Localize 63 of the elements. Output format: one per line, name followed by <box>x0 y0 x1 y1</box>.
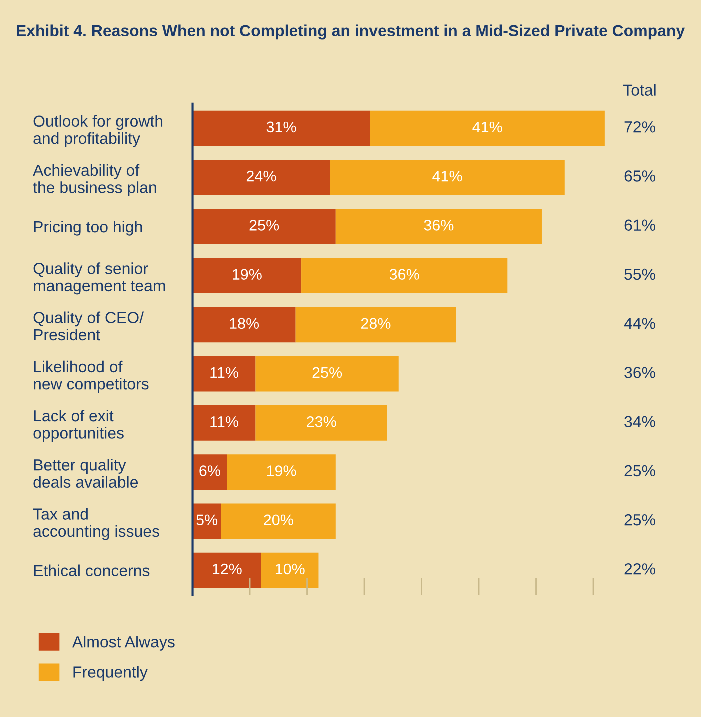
y-tick-label: Pricing too high <box>34 220 142 236</box>
y-tick-label: Tax and accounting issues <box>33 508 160 540</box>
bar <box>302 258 508 294</box>
data-label: 36% <box>390 269 420 280</box>
bar <box>192 209 336 244</box>
text: Total <box>623 84 656 96</box>
bar <box>192 110 370 146</box>
y-tick-label: Better quality deals available <box>34 459 138 488</box>
bar <box>261 552 319 588</box>
data-label: 18% <box>230 318 260 330</box>
data-label: 25% <box>250 220 280 231</box>
bar <box>296 307 456 343</box>
text: 25% <box>624 465 656 477</box>
bar <box>192 356 256 392</box>
bar <box>192 454 228 490</box>
data-label: 23% <box>307 416 336 428</box>
legend-label: Almost Always <box>72 636 175 651</box>
data-label: 41% <box>432 170 462 182</box>
bar <box>221 504 336 540</box>
data-label: 11% <box>210 367 238 378</box>
text: 44% <box>624 318 656 330</box>
bar <box>192 258 302 294</box>
bar <box>192 307 296 343</box>
y-tick-label: Lack of exit opportunities <box>34 410 124 442</box>
y-tick-label: Ethical concerns <box>34 564 150 576</box>
bar <box>256 356 399 392</box>
data-label: 11% <box>210 416 238 428</box>
text: 22% <box>624 564 656 575</box>
text: 25% <box>624 514 656 526</box>
bar <box>227 454 336 490</box>
data-label: 28% <box>361 318 391 330</box>
y-tick-label: Likelihood of new competitors <box>34 360 149 393</box>
bar <box>192 552 262 588</box>
data-label: 6% <box>200 466 220 476</box>
text: 34% <box>624 416 656 428</box>
data-label: 31% <box>266 122 296 133</box>
data-label: 12% <box>213 564 242 575</box>
y-tick-label: Quality of senior management team <box>34 262 166 295</box>
y-tick-label: Achievability of the business plan <box>33 164 156 196</box>
data-label: 24% <box>246 170 276 182</box>
data-label: 19% <box>233 269 262 280</box>
data-label: 20% <box>264 514 294 526</box>
bar <box>192 406 256 441</box>
y-tick-label: Quality of CEO/ President <box>34 312 144 341</box>
legend-label: Frequently <box>74 666 148 682</box>
chart-title: Exhibit 4. Reasons When not Completing an investment in a Mid-Sized Private Company <box>17 24 686 40</box>
data-label: 5% <box>196 514 218 526</box>
text: 61% <box>624 220 656 232</box>
bar <box>330 160 565 196</box>
y-tick-label: Outlook for growth and profitability <box>34 115 163 148</box>
text: 72% <box>624 122 656 133</box>
data-label: 10% <box>276 564 305 575</box>
text: 36% <box>624 367 656 378</box>
text: 65% <box>624 170 656 182</box>
bar <box>336 209 542 244</box>
text: 55% <box>624 268 656 280</box>
bar <box>370 110 605 146</box>
bar <box>192 160 330 196</box>
bar <box>256 406 388 441</box>
data-label: 19% <box>267 466 296 476</box>
data-label: 41% <box>472 122 502 133</box>
data-label: 25% <box>312 367 342 378</box>
data-label: 36% <box>424 220 454 231</box>
